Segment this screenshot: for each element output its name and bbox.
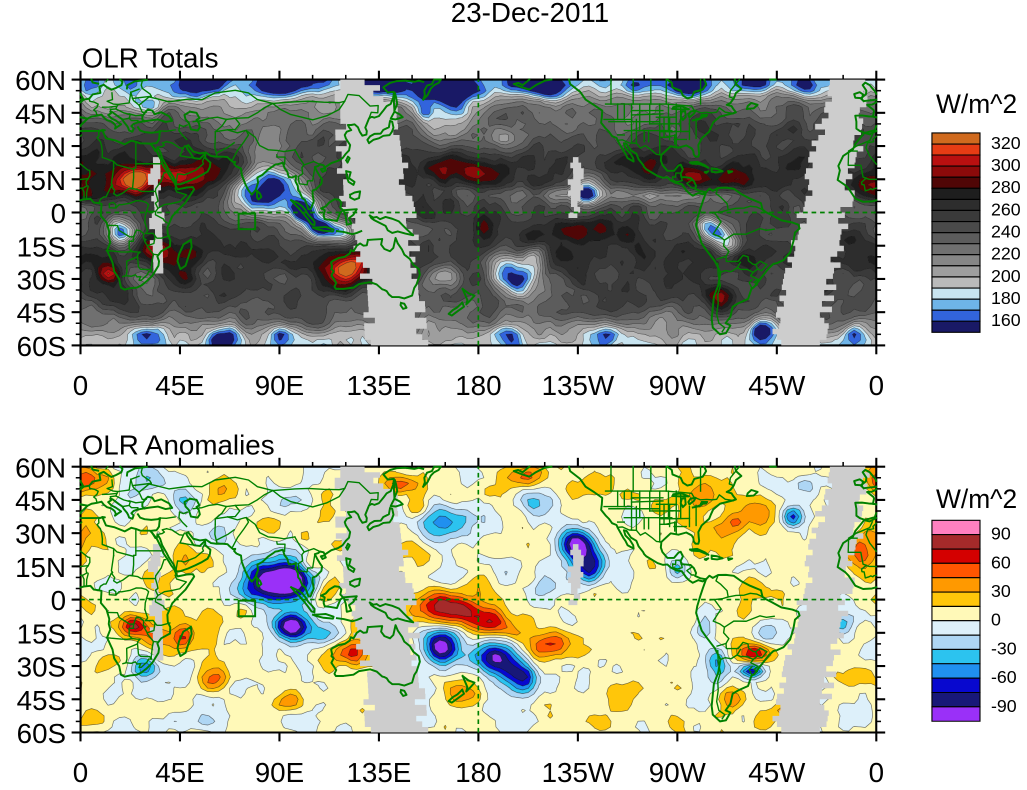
svg-text:45N: 45N [15, 98, 66, 129]
svg-text:0: 0 [73, 757, 88, 785]
svg-text:280: 280 [991, 177, 1021, 197]
svg-text:260: 260 [991, 199, 1021, 219]
svg-text:0: 0 [869, 370, 884, 401]
svg-text:45S: 45S [17, 298, 66, 329]
svg-text:160: 160 [991, 310, 1021, 330]
svg-text:0: 0 [991, 610, 1001, 630]
svg-text:60N: 60N [15, 65, 66, 96]
svg-text:0: 0 [51, 198, 66, 229]
svg-text:0: 0 [869, 757, 884, 785]
svg-text:240: 240 [991, 222, 1021, 242]
svg-text:60S: 60S [17, 331, 66, 362]
svg-text:30: 30 [991, 581, 1011, 601]
svg-text:15S: 15S [17, 231, 66, 262]
svg-text:90E: 90E [255, 370, 304, 401]
svg-text:320: 320 [991, 133, 1021, 153]
svg-text:200: 200 [991, 266, 1021, 286]
svg-text:OLR Anomalies: OLR Anomalies [82, 430, 275, 461]
svg-text:30S: 30S [17, 265, 66, 296]
svg-text:180: 180 [991, 288, 1021, 308]
svg-text:45S: 45S [17, 685, 66, 716]
svg-text:60S: 60S [17, 718, 66, 749]
svg-text:23-Dec-2011: 23-Dec-2011 [451, 0, 609, 28]
svg-text:30N: 30N [15, 519, 66, 550]
svg-text:60: 60 [991, 552, 1011, 572]
svg-text:30N: 30N [15, 132, 66, 163]
svg-text:0: 0 [73, 370, 88, 401]
svg-text:W/m^2: W/m^2 [936, 484, 1017, 514]
svg-text:0: 0 [51, 585, 66, 616]
svg-text:45W: 45W [748, 757, 806, 785]
svg-text:180: 180 [455, 370, 501, 401]
svg-text:45E: 45E [155, 757, 204, 785]
svg-text:45E: 45E [155, 370, 204, 401]
svg-text:135E: 135E [346, 757, 411, 785]
svg-text:220: 220 [991, 244, 1021, 264]
svg-text:15S: 15S [17, 618, 66, 649]
svg-text:45N: 45N [15, 485, 66, 516]
svg-text:300: 300 [991, 155, 1021, 175]
svg-text:45W: 45W [748, 370, 806, 401]
svg-text:-60: -60 [991, 667, 1017, 687]
svg-text:90: 90 [991, 524, 1011, 544]
svg-text:135W: 135W [542, 757, 615, 785]
svg-text:90W: 90W [649, 370, 707, 401]
svg-text:15N: 15N [15, 552, 66, 583]
svg-text:W/m^2: W/m^2 [936, 89, 1017, 119]
svg-text:180: 180 [455, 757, 501, 785]
svg-text:60N: 60N [15, 452, 66, 483]
svg-text:135W: 135W [542, 370, 615, 401]
svg-text:135E: 135E [346, 370, 411, 401]
svg-text:-30: -30 [991, 638, 1017, 658]
svg-text:15N: 15N [15, 165, 66, 196]
svg-text:90W: 90W [649, 757, 707, 785]
svg-text:-90: -90 [991, 696, 1017, 716]
svg-text:90E: 90E [255, 757, 304, 785]
svg-text:OLR Totals: OLR Totals [82, 43, 219, 74]
svg-text:30S: 30S [17, 652, 66, 683]
